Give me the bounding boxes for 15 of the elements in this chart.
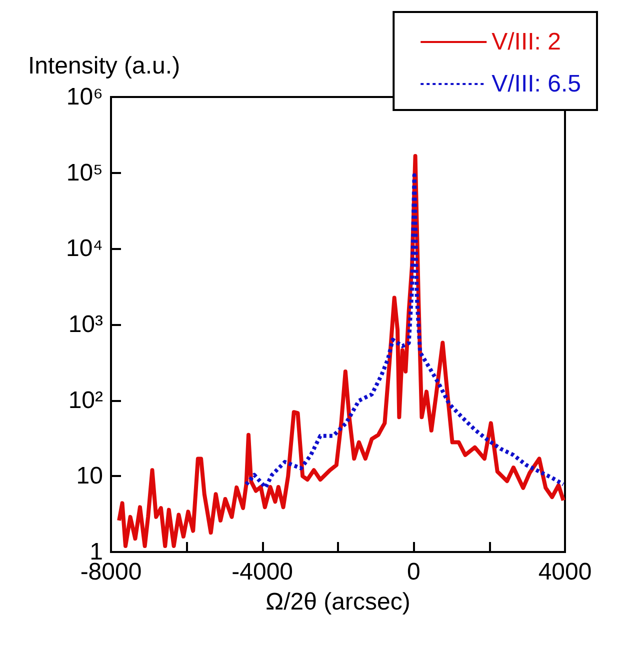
line-series [117, 154, 566, 548]
x-tick-label: 4000 [538, 558, 592, 586]
y-tick-label: 10³ [68, 311, 104, 338]
legend-label: V/III: 6.5 [492, 70, 582, 98]
y-tick-label: 10⁴ [66, 235, 103, 262]
legend-label: V/III: 2 [492, 28, 561, 56]
y-tick-label: 10 [76, 462, 103, 490]
y-tick-label: 10⁶ [66, 84, 103, 110]
x-axis-title: Ω/2θ (arcsec) [266, 588, 410, 616]
y-tick-label: 10⁵ [66, 159, 103, 186]
y-axis-title: Intensity (a.u.) [28, 52, 180, 80]
y-tick-label: 10² [68, 386, 104, 414]
x-tick-label: 0 [406, 558, 420, 586]
line-series [244, 173, 566, 490]
x-tick-label: -4000 [232, 558, 294, 586]
